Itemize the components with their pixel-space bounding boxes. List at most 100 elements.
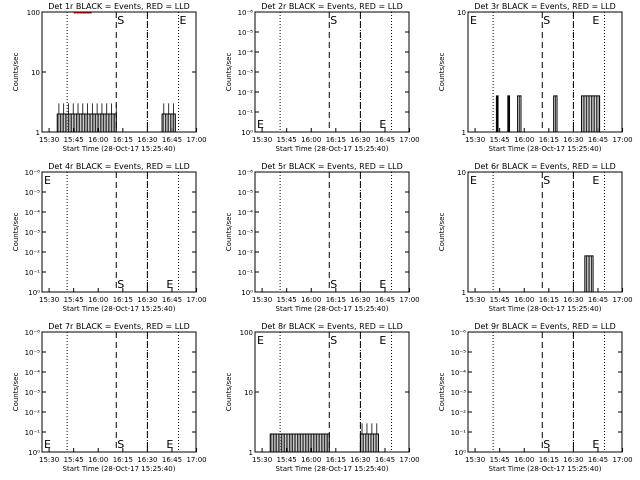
ytick-label: 10 (457, 169, 466, 177)
x-axis-label: Start Time (28-Oct-17 15:25:40) (489, 465, 602, 473)
x-axis-label: Start Time (28-Oct-17 15:25:40) (276, 145, 389, 153)
panel-2: Det 2r BLACK = Events, RED = LLD E S E 10⁰ 10… (225, 2, 420, 153)
xtick-label: 16:30 (137, 296, 157, 304)
ytick-label: 10 (457, 9, 466, 17)
xtick-label: 16:45 (375, 296, 395, 304)
marker-e: E (592, 438, 599, 451)
panel-1: Det 1r BLACK = Events, RED = LLD S E 1 10 100… (12, 2, 207, 153)
marker-e: E (166, 438, 173, 451)
xtick-label: 16:00 (301, 136, 321, 144)
xtick-label: 15:45 (490, 296, 510, 304)
xtick-label: 16:45 (588, 456, 608, 464)
marker-e: E (592, 174, 599, 187)
ytick-label: 10⁻³ (238, 69, 254, 77)
plot-frame (254, 171, 410, 293)
ytick-label: 10 (31, 69, 40, 77)
x-axis-label: Start Time (28-Oct-17 15:25:40) (276, 305, 389, 313)
xtick-label: 16:30 (137, 456, 157, 464)
ytick-label: 10⁻¹ (25, 429, 41, 437)
xtick-label: 16:15 (113, 296, 133, 304)
xtick-label: 16:45 (375, 456, 395, 464)
panel-9: Det 9r BLACK = Events, RED = LLD S E 10⁰ 10⁻… (438, 322, 633, 473)
ytick-label: 10⁻² (238, 249, 254, 257)
marker-s: S (117, 14, 124, 27)
events-series-line (56, 113, 117, 132)
xtick-label: 15:45 (64, 456, 84, 464)
xtick-label: 16:00 (514, 136, 534, 144)
xtick-label: 16:30 (563, 136, 583, 144)
xtick-label: 15:45 (64, 136, 84, 144)
xtick-label: 16:30 (563, 296, 583, 304)
xtick-label: 16:45 (162, 456, 182, 464)
marker-e: E (470, 174, 477, 187)
ytick-label: 1 (249, 449, 253, 457)
marker-e: E (44, 438, 51, 451)
panel-title: Det 5r BLACK = Events, RED = LLD (261, 162, 403, 171)
marker-e: E (379, 278, 386, 291)
x-axis-label: Start Time (28-Oct-17 15:25:40) (489, 305, 602, 313)
panel-title: Det 2r BLACK = Events, RED = LLD (261, 2, 403, 11)
xtick-label: 15:45 (490, 136, 510, 144)
xtick-label: 15:30 (465, 136, 485, 144)
ytick-label: 10⁻⁵ (25, 349, 41, 357)
marker-e: E (470, 14, 477, 27)
events-series-line (359, 433, 379, 452)
xtick-label: 15:30 (39, 136, 59, 144)
panel-title: Det 7r BLACK = Events, RED = LLD (48, 322, 190, 331)
marker-s: S (117, 278, 124, 291)
marker-s: S (543, 14, 550, 27)
xtick-label: 17:00 (186, 296, 206, 304)
xtick-label: 16:30 (350, 136, 370, 144)
xtick-label: 15:30 (39, 456, 59, 464)
ytick-label: 1 (36, 129, 40, 137)
xtick-label: 16:30 (137, 136, 157, 144)
panel-4: Det 4r BLACK = Events, RED = LLD E S E 10⁰ 10… (12, 162, 207, 313)
ytick-label: 10⁻⁴ (238, 209, 254, 217)
plot-frame (41, 331, 197, 453)
ytick-label: 10⁰ (28, 289, 40, 297)
y-axis-label: Counts/sec (12, 213, 20, 252)
ytick-label: 10⁻⁶ (238, 9, 254, 17)
xtick-label: 16:15 (113, 136, 133, 144)
xtick-label: 15:30 (39, 296, 59, 304)
plot-frame (467, 331, 623, 453)
xtick-label: 16:15 (539, 456, 559, 464)
marker-e: E (166, 278, 173, 291)
x-axis-label: Start Time (28-Oct-17 15:25:40) (276, 465, 389, 473)
ytick-label: 100 (240, 329, 253, 337)
ytick-label: 10⁻³ (25, 229, 41, 237)
ytick-label: 1 (462, 129, 466, 137)
xtick-label: 15:30 (252, 456, 272, 464)
y-axis-label: Counts/sec (12, 53, 20, 92)
xtick-label: 15:45 (277, 296, 297, 304)
ytick-label: 10⁻⁶ (25, 169, 41, 177)
xtick-label: 16:30 (350, 296, 370, 304)
xtick-label: 16:45 (375, 136, 395, 144)
ytick-label: 10⁻⁴ (25, 369, 41, 377)
xtick-label: 16:00 (301, 296, 321, 304)
plot-frame (41, 171, 197, 293)
xtick-label: 16:15 (113, 456, 133, 464)
ytick-label: 10⁻¹ (238, 109, 254, 117)
xtick-label: 17:00 (399, 456, 419, 464)
xtick-label: 16:15 (326, 296, 346, 304)
panel-title: Det 1r BLACK = Events, RED = LLD (48, 2, 190, 11)
plot-frame (254, 11, 410, 133)
xtick-label: 15:45 (277, 136, 297, 144)
ytick-label: 10⁻³ (238, 229, 254, 237)
ytick-label: 10⁰ (454, 449, 466, 457)
xtick-label: 16:00 (88, 296, 108, 304)
xtick-label: 15:30 (465, 296, 485, 304)
xtick-label: 15:30 (252, 136, 272, 144)
panel-6: Det 6r BLACK = Events, RED = LLD E S E 1 10 Co… (438, 162, 633, 313)
panel-7: Det 7r BLACK = Events, RED = LLD E S E 10⁰ 10… (12, 322, 207, 473)
xtick-label: 15:30 (465, 456, 485, 464)
ytick-label: 10⁻¹ (451, 429, 467, 437)
ytick-label: 10⁰ (241, 289, 253, 297)
xtick-label: 16:00 (88, 456, 108, 464)
xtick-label: 16:00 (301, 456, 321, 464)
events-series-line (581, 95, 601, 132)
xtick-label: 17:00 (612, 456, 632, 464)
marker-e: E (257, 334, 264, 347)
y-axis-label: Counts/sec (438, 53, 446, 92)
